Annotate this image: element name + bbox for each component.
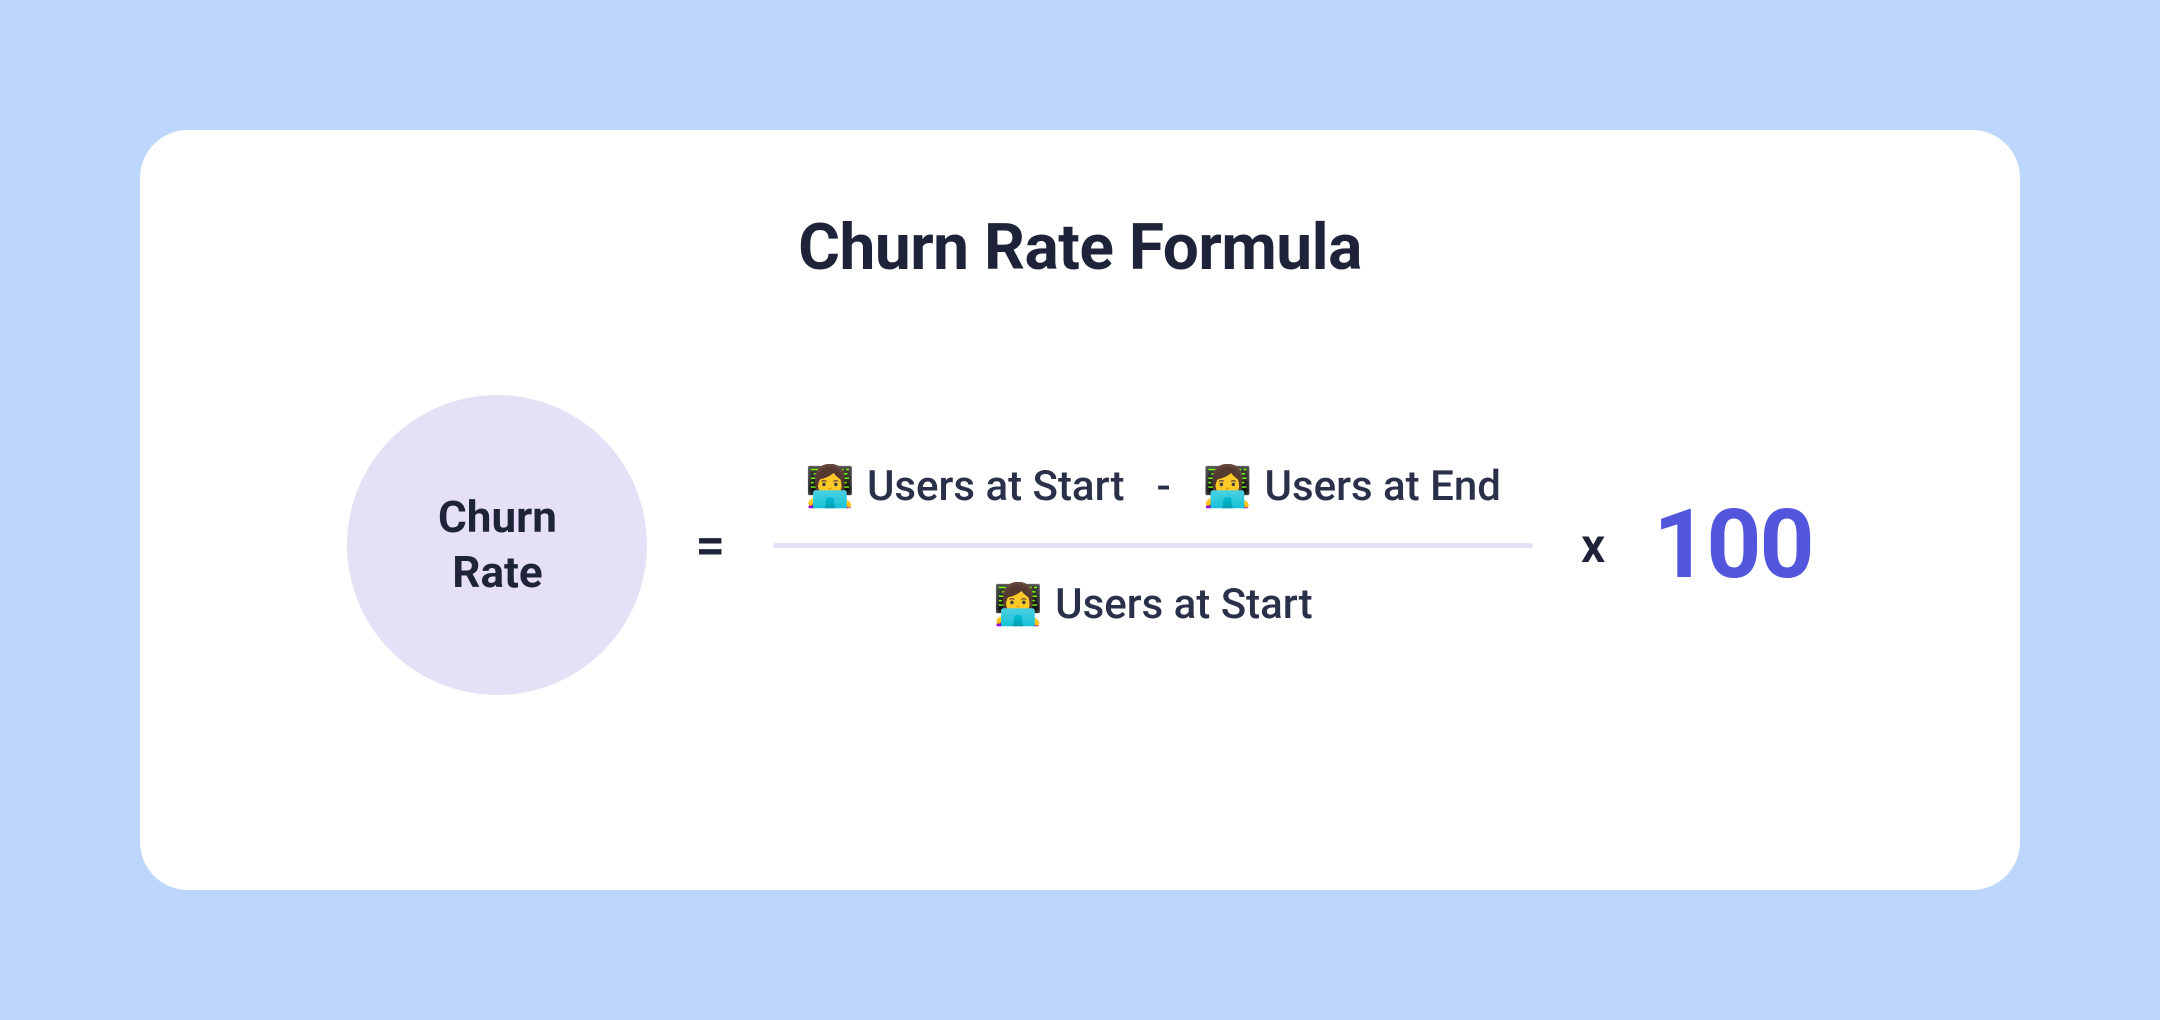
numerator: 👩‍💻 Users at Start - 👩‍💻 Users at End bbox=[805, 462, 1501, 511]
fraction-bar bbox=[773, 543, 1533, 548]
users-at-start-denom-label: Users at Start bbox=[1055, 580, 1312, 629]
denominator: 👩‍💻 Users at Start bbox=[993, 580, 1312, 629]
users-at-end-label: Users at End bbox=[1265, 462, 1501, 511]
equals-sign: = bbox=[695, 515, 725, 576]
numerator-term-end: 👩‍💻 Users at End bbox=[1203, 462, 1501, 511]
multiply-sign: x bbox=[1581, 517, 1605, 574]
user-icon: 👩‍💻 bbox=[993, 581, 1043, 628]
multiplier-value: 100 bbox=[1653, 489, 1812, 601]
fraction: 👩‍💻 Users at Start - 👩‍💻 Users at End 👩‍… bbox=[773, 462, 1533, 629]
user-icon: 👩‍💻 bbox=[805, 463, 855, 510]
minus-sign: - bbox=[1156, 462, 1170, 511]
numerator-term-start: 👩‍💻 Users at Start bbox=[805, 462, 1124, 511]
badge-label: Churn Rate bbox=[438, 490, 557, 600]
users-at-start-label: Users at Start bbox=[867, 462, 1124, 511]
card-title: Churn Rate Formula bbox=[798, 210, 1362, 285]
formula-card: Churn Rate Formula Churn Rate = 👩‍💻 User… bbox=[140, 130, 2020, 890]
user-icon: 👩‍💻 bbox=[1203, 463, 1253, 510]
churn-rate-badge: Churn Rate bbox=[347, 395, 647, 695]
formula-row: Churn Rate = 👩‍💻 Users at Start - 👩‍💻 Us… bbox=[240, 395, 1920, 695]
denominator-term: 👩‍💻 Users at Start bbox=[993, 580, 1312, 629]
